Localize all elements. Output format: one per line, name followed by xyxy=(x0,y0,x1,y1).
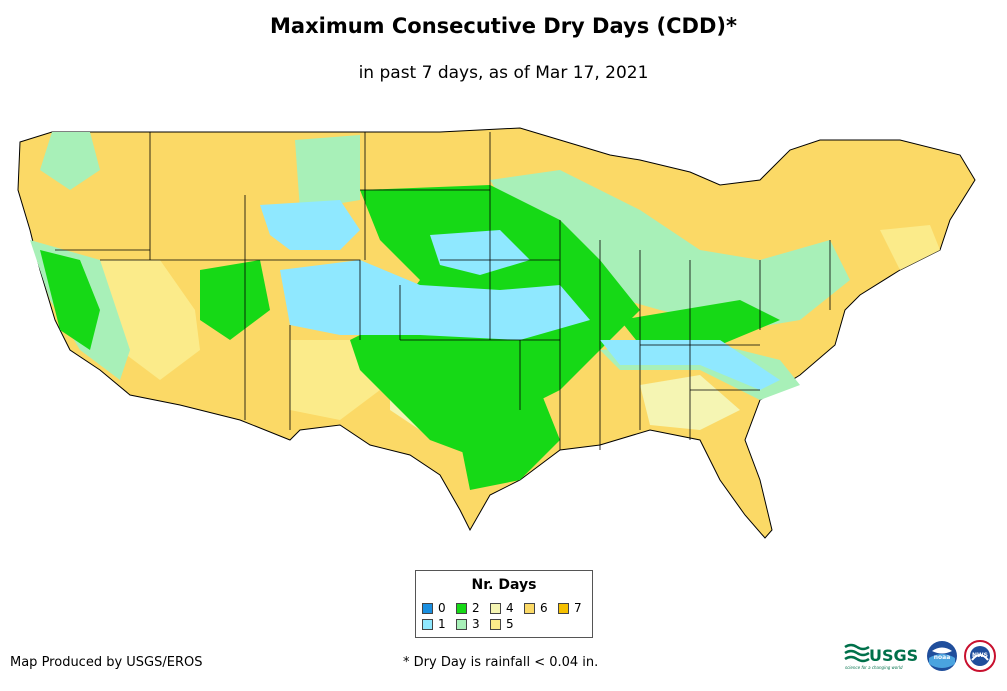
nws-logo: NWS xyxy=(964,640,996,672)
region-day1 xyxy=(280,260,590,340)
region-day3 xyxy=(40,132,100,190)
legend-swatch xyxy=(490,618,501,630)
region-day1 xyxy=(260,200,360,250)
legend-label: 7 xyxy=(574,601,582,615)
legend-label: 1 xyxy=(438,617,446,631)
credit-text: Map Produced by USGS/EROS xyxy=(10,655,203,670)
legend-swatch xyxy=(422,618,433,630)
legend-label: 4 xyxy=(506,601,514,615)
noaa-logo: noaa xyxy=(927,641,957,671)
region-day2 xyxy=(200,260,270,340)
legend-item: 3 xyxy=(456,617,480,631)
region-day3 xyxy=(295,135,360,210)
legend-swatch xyxy=(490,602,501,614)
legend-item: 5 xyxy=(490,617,514,631)
legend-item: 4 xyxy=(490,601,514,615)
legend-label: 6 xyxy=(540,601,548,615)
usgs-tagline: science for a changing world xyxy=(845,665,903,670)
legend-label: 0 xyxy=(438,601,446,615)
state-boundaries xyxy=(55,132,831,450)
legend-swatch xyxy=(524,602,535,614)
legend-label: 2 xyxy=(472,601,480,615)
dry-day-footnote: * Dry Day is rainfall < 0.04 in. xyxy=(403,655,599,670)
legend-label: 5 xyxy=(506,617,514,631)
legend-item: 0 xyxy=(422,601,446,615)
legend-item: 7 xyxy=(558,601,582,615)
usgs-wordmark: USGS xyxy=(869,646,918,665)
legend-item: 1 xyxy=(422,617,446,631)
conus-cdd-map xyxy=(17,127,976,539)
region-day1 xyxy=(430,230,530,275)
map-subtitle: in past 7 days, as of Mar 17, 2021 xyxy=(358,63,649,83)
legend-swatch xyxy=(558,602,569,614)
usgs-logo: USGS science for a changing world xyxy=(844,643,918,670)
legend-swatch xyxy=(456,618,467,630)
legend-item: 6 xyxy=(524,601,548,615)
region-day2 xyxy=(460,390,560,490)
legend-label: 3 xyxy=(472,617,480,631)
legend-swatch xyxy=(422,602,433,614)
region-day2 xyxy=(620,300,780,345)
region-day2 xyxy=(40,250,100,350)
legend-item: 2 xyxy=(456,601,480,615)
region-day5 xyxy=(880,225,940,270)
usgs-wave-icon xyxy=(844,643,870,663)
nws-wordmark: NWS xyxy=(972,652,988,659)
legend: Nr. Days 0 1 2 3 4 5 6 xyxy=(415,570,593,638)
legend-swatch xyxy=(456,602,467,614)
legend-title: Nr. Days xyxy=(471,577,537,593)
map-title: Maximum Consecutive Dry Days (CDD)* xyxy=(270,14,737,38)
noaa-wordmark: noaa xyxy=(934,654,951,661)
